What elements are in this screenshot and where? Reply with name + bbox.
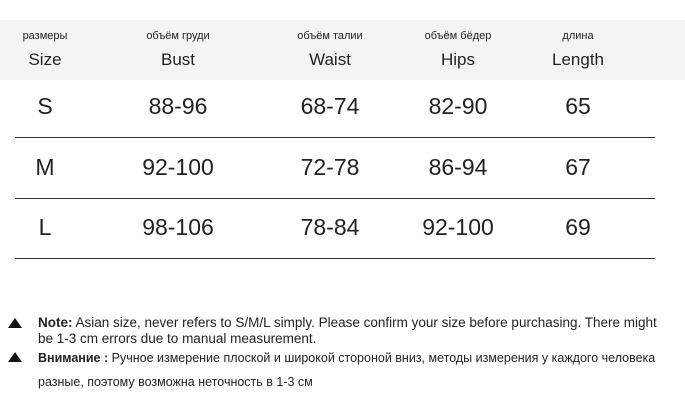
note-icon (8, 318, 22, 328)
note-text: Asian size, never refers to S/M/L simply… (38, 315, 657, 346)
header-label-ru: размеры (22, 30, 68, 42)
note-label: Внимание : (38, 351, 109, 365)
note: Внимание : Ручное измерение плоской и ши… (38, 346, 668, 394)
table-cell: M (35, 154, 55, 180)
note: Note: Asian size, never refers to S/M/L … (38, 315, 668, 347)
table-cell: 65 (565, 93, 591, 119)
table-cell: L (38, 214, 52, 240)
header-label-ru: длина (562, 30, 594, 42)
table-cell: 67 (565, 154, 591, 180)
note-text: Ручное измерение плоской и широкой сторо… (38, 351, 656, 389)
header-label: Length (552, 50, 604, 69)
table-cell: 69 (565, 214, 591, 240)
header-label-ru: объём талии (297, 30, 363, 42)
header-label-ru: объём груди (146, 30, 210, 42)
header-label: Hips (440, 50, 475, 69)
table-cell: 82-90 (428, 93, 488, 119)
note-icon (8, 352, 22, 362)
header-background (0, 20, 685, 80)
header-label: Bust (160, 50, 196, 69)
header-label: Waist (309, 50, 351, 69)
table-cell: S (37, 93, 53, 119)
table-cell: 88-96 (148, 93, 208, 119)
table-cell: 92-100 (142, 154, 214, 180)
note-label: Note: (38, 315, 73, 330)
row-divider (15, 137, 655, 138)
table-cell: 92-100 (422, 214, 494, 240)
row-divider (15, 198, 655, 199)
row-divider (15, 258, 655, 259)
table-cell: 78-84 (300, 214, 360, 240)
table-cell: 72-78 (300, 154, 360, 180)
table-cell: 68-74 (300, 93, 360, 119)
header-label: Size (28, 50, 62, 69)
header-label-ru: объём бёдер (424, 30, 492, 42)
table-cell: 98-106 (142, 214, 214, 240)
table-cell: 86-94 (428, 154, 488, 180)
